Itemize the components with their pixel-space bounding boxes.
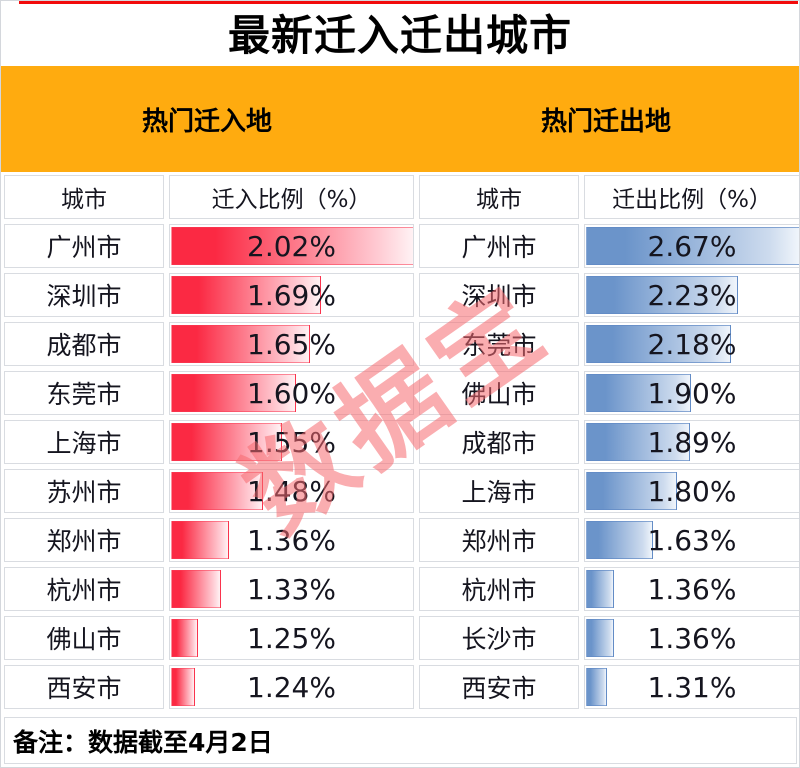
ratio-cell: 2.23% xyxy=(584,273,799,317)
ratio-value: 1.90% xyxy=(647,376,737,410)
migration-bar xyxy=(586,472,677,510)
city-cell: 成都市 xyxy=(4,322,164,366)
city-cell: 佛山市 xyxy=(419,371,579,415)
city-cell: 杭州市 xyxy=(4,567,164,611)
ratio-cell: 1.89% xyxy=(584,420,799,464)
migration-bar xyxy=(586,423,690,461)
migration-bar xyxy=(171,619,199,657)
ratio-value: 1.80% xyxy=(647,474,737,508)
ratio-cell: 2.02% xyxy=(169,224,414,268)
ratio-value: 1.89% xyxy=(647,425,737,459)
migration-bar xyxy=(586,276,738,314)
ratio-value: 1.33% xyxy=(247,572,336,606)
migration-bar xyxy=(171,521,229,559)
ratio-value: 1.48% xyxy=(247,474,336,508)
migration-bar xyxy=(171,570,221,608)
ratio-cell: 1.48% xyxy=(169,469,414,513)
migration-bar xyxy=(586,521,653,559)
ratio-cell: 1.55% xyxy=(169,420,414,464)
migration-bar xyxy=(586,668,608,706)
banner-left-section: 热门迁入地 xyxy=(1,66,413,172)
ratio-value: 1.31% xyxy=(647,670,737,704)
ratio-cell: 1.69% xyxy=(169,273,414,317)
move-in-city-header: 城市 xyxy=(4,175,164,219)
banner-label-move-in: 热门迁入地 xyxy=(141,106,272,137)
move-out-table: 城市 迁出比例（%） 广州市 2.67% 深圳市 2.23% 东莞市 2.18% 佛山市 1.… xyxy=(419,175,799,709)
migration-bar xyxy=(171,374,297,412)
ratio-cell: 2.67% xyxy=(584,224,799,268)
city-cell: 东莞市 xyxy=(419,322,579,366)
city-cell: 郑州市 xyxy=(4,518,164,562)
ratio-cell: 1.33% xyxy=(169,567,414,611)
move-out-ratio-header: 迁出比例（%） xyxy=(584,175,799,219)
migration-bar xyxy=(586,374,691,412)
migration-bar xyxy=(586,619,615,657)
city-cell: 深圳市 xyxy=(419,273,579,317)
ratio-cell: 1.31% xyxy=(584,665,799,709)
ratio-value: 2.23% xyxy=(647,278,737,312)
city-cell: 上海市 xyxy=(4,420,164,464)
ratio-value: 1.36% xyxy=(247,523,336,557)
ratio-value: 1.63% xyxy=(647,523,737,557)
ratio-cell: 1.25% xyxy=(169,616,414,660)
ratio-value: 1.55% xyxy=(247,425,336,459)
migration-bar xyxy=(586,227,799,265)
ratio-value: 1.36% xyxy=(647,621,737,655)
top-red-line xyxy=(19,1,798,4)
migration-bar xyxy=(171,423,283,461)
migration-bar xyxy=(171,227,413,265)
city-cell: 杭州市 xyxy=(419,567,579,611)
ratio-cell: 2.18% xyxy=(584,322,799,366)
ratio-cell: 1.24% xyxy=(169,665,414,709)
city-cell: 深圳市 xyxy=(4,273,164,317)
migration-bar xyxy=(171,276,322,314)
ratio-cell: 1.60% xyxy=(169,371,414,415)
ratio-cell: 1.90% xyxy=(584,371,799,415)
migration-bar xyxy=(171,325,311,363)
ratio-value: 2.18% xyxy=(647,327,737,361)
ratio-value: 1.65% xyxy=(247,327,336,361)
migration-bar xyxy=(171,472,263,510)
ratio-value: 1.25% xyxy=(247,621,336,655)
ratio-value: 1.69% xyxy=(247,278,336,312)
city-cell: 东莞市 xyxy=(4,371,164,415)
move-out-city-header: 城市 xyxy=(419,175,579,219)
ratio-cell: 1.36% xyxy=(584,567,799,611)
ratio-cell: 1.63% xyxy=(584,518,799,562)
city-cell: 西安市 xyxy=(4,665,164,709)
migration-bar xyxy=(586,570,615,608)
banner-right-section: 热门迁出地 xyxy=(413,66,799,172)
migration-bar xyxy=(171,668,196,706)
city-cell: 长沙市 xyxy=(419,616,579,660)
city-cell: 上海市 xyxy=(419,469,579,513)
ratio-cell: 1.36% xyxy=(169,518,414,562)
ratio-cell: 1.36% xyxy=(584,616,799,660)
city-cell: 广州市 xyxy=(4,224,164,268)
ratio-cell: 1.65% xyxy=(169,322,414,366)
city-cell: 西安市 xyxy=(419,665,579,709)
section-banner: 热门迁入地 热门迁出地 xyxy=(1,66,799,172)
ratio-cell: 1.80% xyxy=(584,469,799,513)
ratio-value: 1.36% xyxy=(647,572,737,606)
ratio-value: 1.24% xyxy=(247,670,336,704)
move-in-ratio-header: 迁入比例（%） xyxy=(169,175,414,219)
city-cell: 郑州市 xyxy=(419,518,579,562)
ratio-value: 1.60% xyxy=(247,376,336,410)
migration-bar xyxy=(586,325,731,363)
city-cell: 成都市 xyxy=(419,420,579,464)
page-title: 最新迁入迁出城市 xyxy=(227,11,572,60)
ratio-value: 2.02% xyxy=(247,229,336,263)
banner-label-move-out: 热门迁出地 xyxy=(540,106,671,137)
move-in-table: 城市 迁入比例（%） 广州市 2.02% 深圳市 1.69% 成都市 1.65% 东莞市 1.… xyxy=(4,175,414,709)
city-cell: 苏州市 xyxy=(4,469,164,513)
footnote: 备注：数据截至4月2日 xyxy=(4,717,797,764)
city-cell: 佛山市 xyxy=(4,616,164,660)
city-cell: 广州市 xyxy=(419,224,579,268)
ratio-value: 2.67% xyxy=(647,229,737,263)
